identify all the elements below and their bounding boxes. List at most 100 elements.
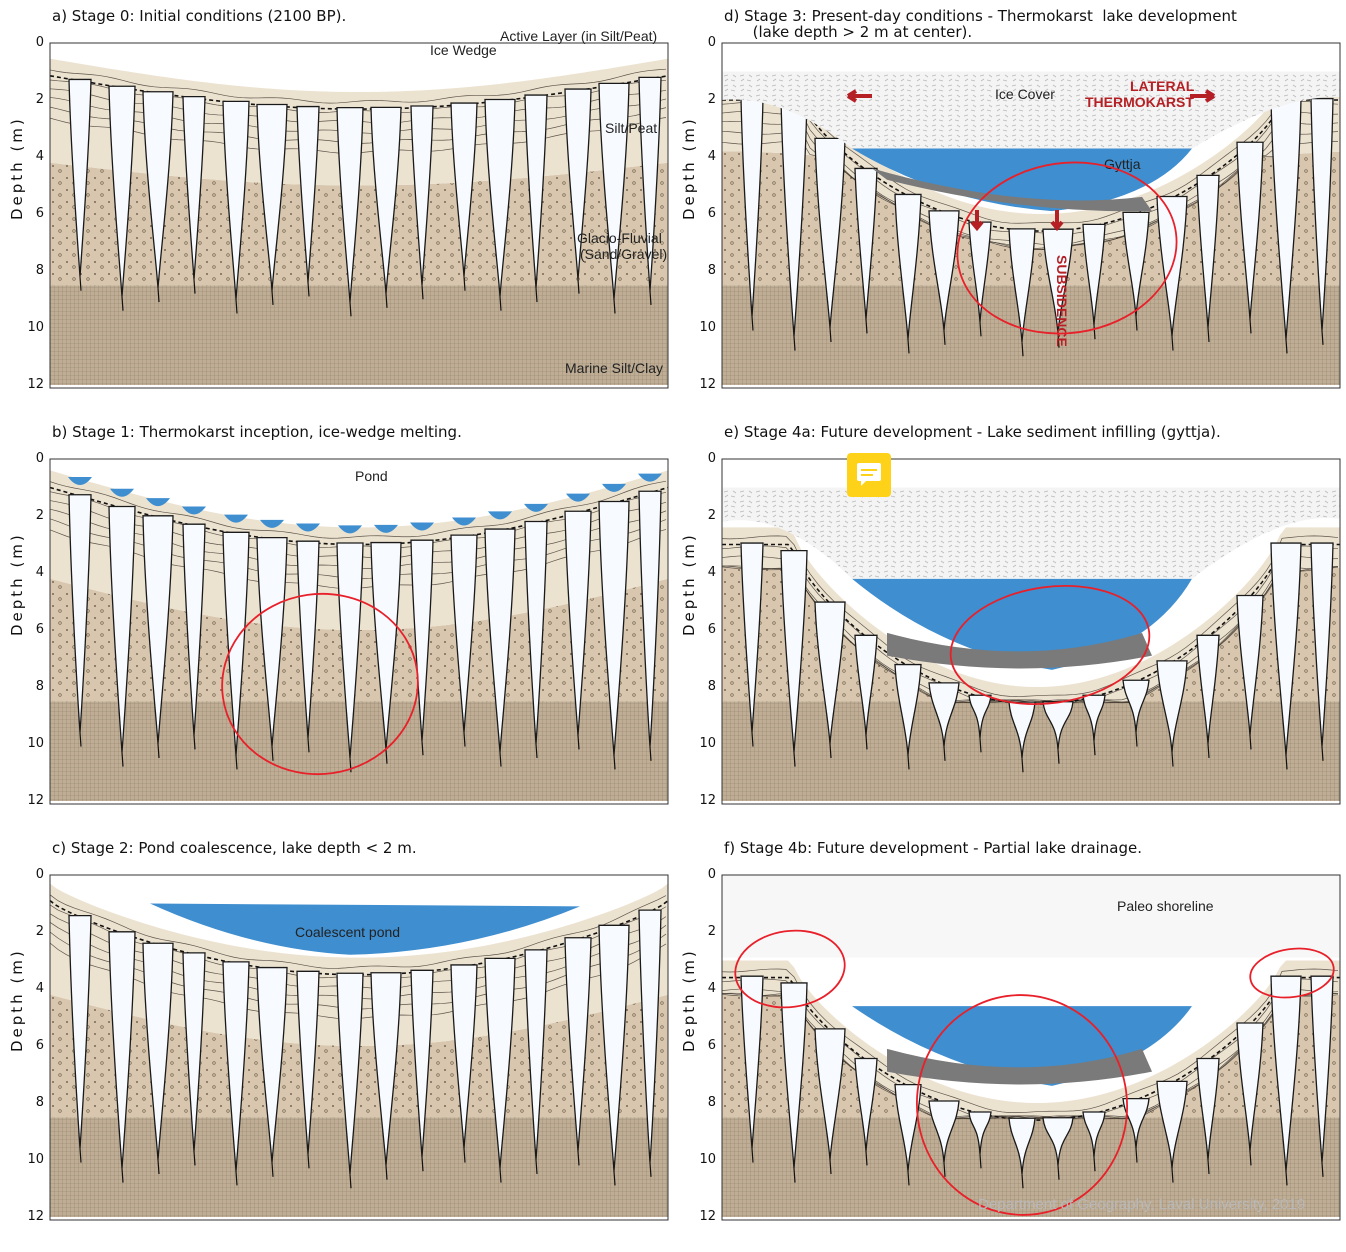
ice-wedge bbox=[564, 937, 592, 1152]
pond-water bbox=[146, 498, 170, 507]
ice-wedge-crack bbox=[577, 735, 580, 750]
lateral-label: LATERAL bbox=[1130, 78, 1195, 94]
y-tick-label: 4 bbox=[707, 981, 716, 996]
glacio-fluvial-layer bbox=[722, 994, 1340, 1118]
y-tick-label: 8 bbox=[707, 263, 716, 278]
y-tick-label: 8 bbox=[35, 1095, 44, 1110]
ice-wedge-crack bbox=[907, 755, 910, 770]
ice-wedge bbox=[142, 942, 174, 1161]
ice-wedge-crack bbox=[1249, 735, 1252, 750]
ice-wedge bbox=[1122, 679, 1150, 733]
ice-wedge bbox=[524, 949, 548, 1161]
silt-peat-label: Silt/Peat bbox=[605, 120, 657, 136]
ice-wedge-crack bbox=[751, 316, 754, 331]
ice-wedge-crack bbox=[907, 1171, 910, 1186]
marine-clay-layer bbox=[722, 285, 1340, 385]
ice-wedge-crack bbox=[1057, 1165, 1060, 1180]
ice-wedge-crack bbox=[463, 1148, 466, 1163]
stratum-line bbox=[49, 68, 667, 104]
comment-note-icon[interactable] bbox=[847, 453, 891, 497]
annotation-circle bbox=[956, 161, 1178, 335]
ice-wedge bbox=[894, 663, 922, 756]
ice-wedge bbox=[814, 137, 846, 329]
ice-wedge bbox=[410, 539, 434, 742]
pond-water bbox=[182, 506, 206, 515]
y-tick-label: 2 bbox=[35, 924, 44, 939]
ice-wedge bbox=[370, 972, 402, 1166]
ice-wedge bbox=[1008, 1117, 1036, 1175]
y-tick-label: 0 bbox=[35, 867, 44, 882]
coalescent-pond-water bbox=[150, 903, 580, 955]
ice-wedge-crack bbox=[349, 1174, 352, 1189]
ice-wedge bbox=[780, 982, 808, 1169]
pond-water bbox=[110, 488, 134, 497]
ice-wedge-crack bbox=[1021, 1174, 1024, 1189]
y-tick-label: 10 bbox=[27, 736, 44, 751]
y-tick-label: 12 bbox=[27, 1209, 44, 1224]
y-tick-label: 0 bbox=[707, 867, 716, 882]
subsidence-label: SUBSIDENCE bbox=[1054, 255, 1070, 347]
ice-wedge-crack bbox=[1207, 743, 1210, 759]
y-tick-label: 4 bbox=[707, 149, 716, 164]
y-tick-label: 8 bbox=[35, 263, 44, 278]
panel-title: f) Stage 4b: Future development - Partia… bbox=[724, 839, 1143, 857]
y-axis-label: Depth (m) bbox=[8, 948, 26, 1052]
ice-wedge-crack bbox=[421, 741, 424, 756]
ice-wedge-crack bbox=[349, 302, 352, 317]
ice-wedge bbox=[1310, 97, 1334, 331]
ice-wedge-crack bbox=[121, 296, 124, 311]
pond-water bbox=[338, 525, 362, 534]
y-tick-label: 2 bbox=[35, 508, 44, 523]
y-tick-label: 12 bbox=[27, 377, 44, 392]
ice-wedge bbox=[1042, 701, 1074, 750]
ice-wedge-crack bbox=[1135, 732, 1138, 747]
ice-wedge bbox=[1156, 1080, 1188, 1169]
ice-wedge-crack bbox=[463, 276, 466, 291]
ice-wedge bbox=[598, 924, 630, 1172]
glacio-fluvial-layer bbox=[50, 162, 668, 286]
panel-title: e) Stage 4a: Future development - Lake s… bbox=[724, 423, 1221, 441]
ice-wedge-crack bbox=[943, 330, 946, 345]
stratum-line bbox=[721, 545, 1339, 704]
ice-wedge-crack bbox=[649, 290, 652, 305]
y-tick-label: 6 bbox=[35, 206, 44, 221]
thermokarst-label: THERMOKARST bbox=[1085, 94, 1194, 110]
ice-wedge-crack bbox=[157, 288, 160, 303]
ice-wedge bbox=[370, 106, 402, 294]
y-tick-label: 0 bbox=[707, 35, 716, 50]
ice-wedge bbox=[928, 682, 960, 747]
ice-wedge bbox=[638, 490, 662, 747]
ice-wedge-crack bbox=[1249, 1151, 1252, 1166]
ice-wedge bbox=[296, 540, 320, 739]
ice-wedge bbox=[256, 103, 288, 291]
ice-wedge bbox=[450, 534, 478, 733]
ice-wedge-crack bbox=[1285, 755, 1288, 770]
ice-wedge-crack bbox=[157, 1159, 160, 1175]
ice-wedge bbox=[1122, 211, 1150, 317]
lateral-arrow-right bbox=[1190, 89, 1216, 103]
ice-wedge bbox=[1270, 975, 1302, 1172]
y-tick-label: 12 bbox=[699, 793, 716, 808]
panel-e: e) Stage 4a: Future development - Lake s… bbox=[680, 423, 1346, 836]
ice-wedge-crack bbox=[829, 327, 832, 343]
ice-wedge bbox=[1196, 634, 1220, 745]
cross-section: Paleo shoreline bbox=[721, 874, 1341, 1221]
ice-wedge-crack bbox=[1207, 327, 1210, 343]
ice-wedge-crack bbox=[1057, 333, 1060, 348]
ice-wedge bbox=[182, 952, 206, 1152]
marine-clay-layer bbox=[50, 285, 668, 385]
ice-wedge bbox=[1008, 701, 1036, 759]
pond-water bbox=[566, 493, 590, 502]
ice-wedge bbox=[1196, 174, 1220, 329]
ice-wedge bbox=[108, 85, 136, 297]
ice-wedge bbox=[598, 82, 630, 300]
ice-wedge bbox=[524, 94, 548, 289]
pond-water bbox=[638, 473, 662, 482]
ice-cover bbox=[722, 71, 1340, 149]
panel-c: c) Stage 2: Pond coalescence, lake depth… bbox=[8, 840, 710, 1252]
ice-wedge bbox=[854, 1057, 878, 1152]
ice-wedge bbox=[296, 970, 320, 1155]
paleo-shoreline-label: Paleo shoreline bbox=[1117, 898, 1214, 914]
ice-wedge-crack bbox=[649, 746, 652, 761]
